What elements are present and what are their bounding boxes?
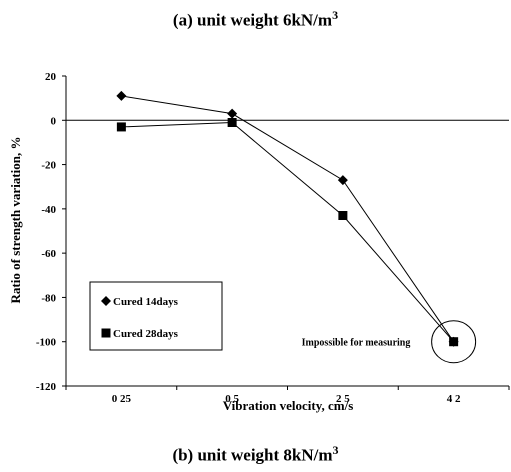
data-point: [449, 337, 459, 347]
annotation: Impossible for measuring: [302, 320, 477, 364]
legend-marker: [101, 328, 111, 338]
y-axis-label: Ratio of strength variation, %: [8, 137, 23, 304]
legend-box: [89, 281, 223, 351]
series-group: [116, 90, 459, 347]
bottom-caption: (b) unit weight 8kN/m3: [172, 443, 339, 465]
top-caption: (a) unit weight 6kN/m3: [172, 8, 339, 30]
annotation-label: Impossible for measuring: [302, 338, 411, 349]
annotation-circle: [431, 320, 477, 364]
x-ticks: 0 25 0 5 2 5 4 2: [65, 386, 510, 405]
series-2: [116, 118, 459, 347]
data-point: [116, 90, 127, 101]
y-tick-label: 0: [51, 115, 57, 127]
y-tick-label: -20: [41, 160, 56, 172]
data-point: [116, 122, 126, 132]
legend-marker: [101, 296, 111, 306]
x-tick-label: 0 25: [112, 393, 132, 405]
x-tick-label: 0 5: [225, 393, 239, 405]
y-tick-label: -120: [36, 381, 57, 393]
data-point: [338, 211, 348, 220]
y-tick-label: 20: [45, 71, 57, 83]
data-point: [337, 175, 348, 186]
series-line: [121, 121, 455, 343]
data-point: [227, 108, 238, 119]
y-tick-label: -60: [41, 248, 56, 260]
legend-label: Cured 14days: [113, 296, 179, 308]
x-tick-label: 2 5: [336, 393, 350, 405]
y-tick-label: -40: [41, 204, 56, 216]
series-1: [116, 90, 459, 347]
y-tick-label: -100: [36, 337, 57, 349]
y-tick-label: -80: [41, 292, 56, 304]
legend: Cured 14days Cured 28days: [89, 281, 223, 351]
series-line: [121, 95, 455, 342]
x-tick-label: 4 2: [447, 393, 461, 405]
data-point: [227, 118, 237, 127]
y-ticks: 20 0 -20 -40 -60 -80 -100 -120: [36, 71, 66, 393]
x-axis-label: Vibration velocity, cm/s: [223, 398, 354, 413]
legend-label: Cured 28days: [113, 328, 179, 340]
